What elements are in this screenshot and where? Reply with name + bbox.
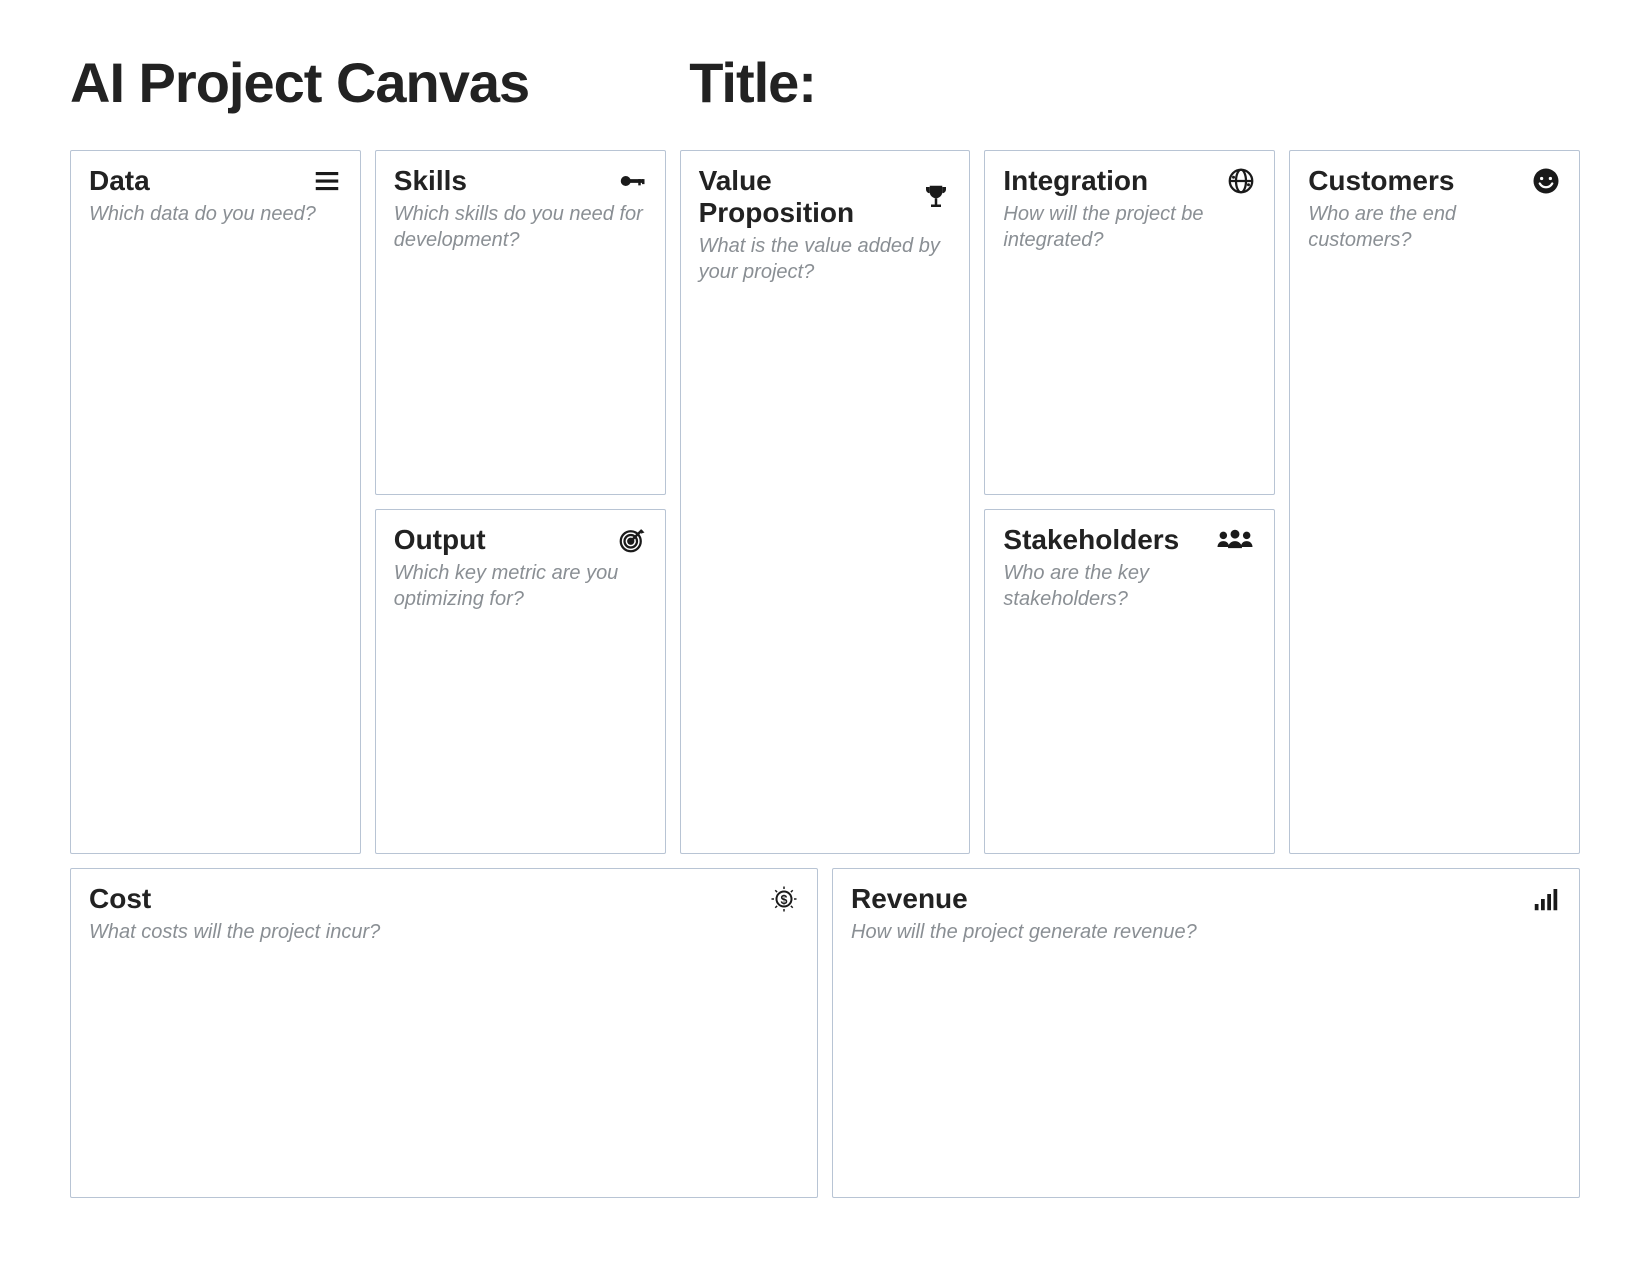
cell-stakeholders: Stakeholders Who are the key stakeholder… [984, 509, 1275, 854]
title-label: Title: [689, 50, 816, 115]
cell-value-title: Value Proposition [699, 165, 922, 229]
cell-customers-title: Customers [1308, 165, 1454, 197]
cell-customers: Customers Who are the end customers? [1289, 150, 1580, 854]
globe-icon [1226, 166, 1256, 196]
bars-icon [1531, 884, 1561, 914]
cell-data: Data Which data do you need? [70, 150, 361, 854]
cell-revenue: Revenue How will the project generate re… [832, 868, 1580, 1198]
cell-cost: Cost $ What costs will the project incur… [70, 868, 818, 1198]
cell-stakeholders-title: Stakeholders [1003, 524, 1179, 556]
key-icon [617, 166, 647, 196]
cell-output-sub: Which key metric are you optimizing for? [394, 560, 647, 612]
smile-icon [1531, 166, 1561, 196]
cell-revenue-sub: How will the project generate revenue? [851, 919, 1561, 945]
trophy-icon [921, 182, 951, 212]
cell-output: Output Which key metric are you optimizi… [375, 509, 666, 854]
cell-skills-sub: Which skills do you need for development… [394, 201, 647, 253]
cell-cost-sub: What costs will the project incur? [89, 919, 799, 945]
cell-skills: Skills Which skills do you need for deve… [375, 150, 666, 495]
cell-value: Value Proposition What is the value adde… [680, 150, 971, 854]
cell-integration-title: Integration [1003, 165, 1148, 197]
people-icon [1214, 525, 1256, 555]
page-title: AI Project Canvas [70, 50, 529, 115]
cell-output-title: Output [394, 524, 486, 556]
cell-revenue-title: Revenue [851, 883, 968, 915]
cell-data-title: Data [89, 165, 150, 197]
cell-data-sub: Which data do you need? [89, 201, 342, 227]
top-grid: Data Which data do you need? Skills Whic… [70, 150, 1580, 854]
cell-integration: Integration How will the project be inte… [984, 150, 1275, 495]
cell-stakeholders-sub: Who are the key stakeholders? [1003, 560, 1256, 612]
header: AI Project Canvas Title: [70, 50, 1580, 115]
canvas-page: AI Project Canvas Title: Data Which data… [0, 0, 1650, 1258]
cell-cost-title: Cost [89, 883, 151, 915]
cell-skills-title: Skills [394, 165, 467, 197]
menu-icon [312, 166, 342, 196]
cell-customers-sub: Who are the end customers? [1308, 201, 1561, 253]
cell-integration-sub: How will the project be integrated? [1003, 201, 1256, 253]
bottom-grid: Cost $ What costs will the project incur… [70, 868, 1580, 1198]
svg-text:$: $ [781, 893, 788, 907]
target-icon [617, 525, 647, 555]
cell-value-sub: What is the value added by your project? [699, 233, 952, 285]
dollar-icon: $ [769, 884, 799, 914]
